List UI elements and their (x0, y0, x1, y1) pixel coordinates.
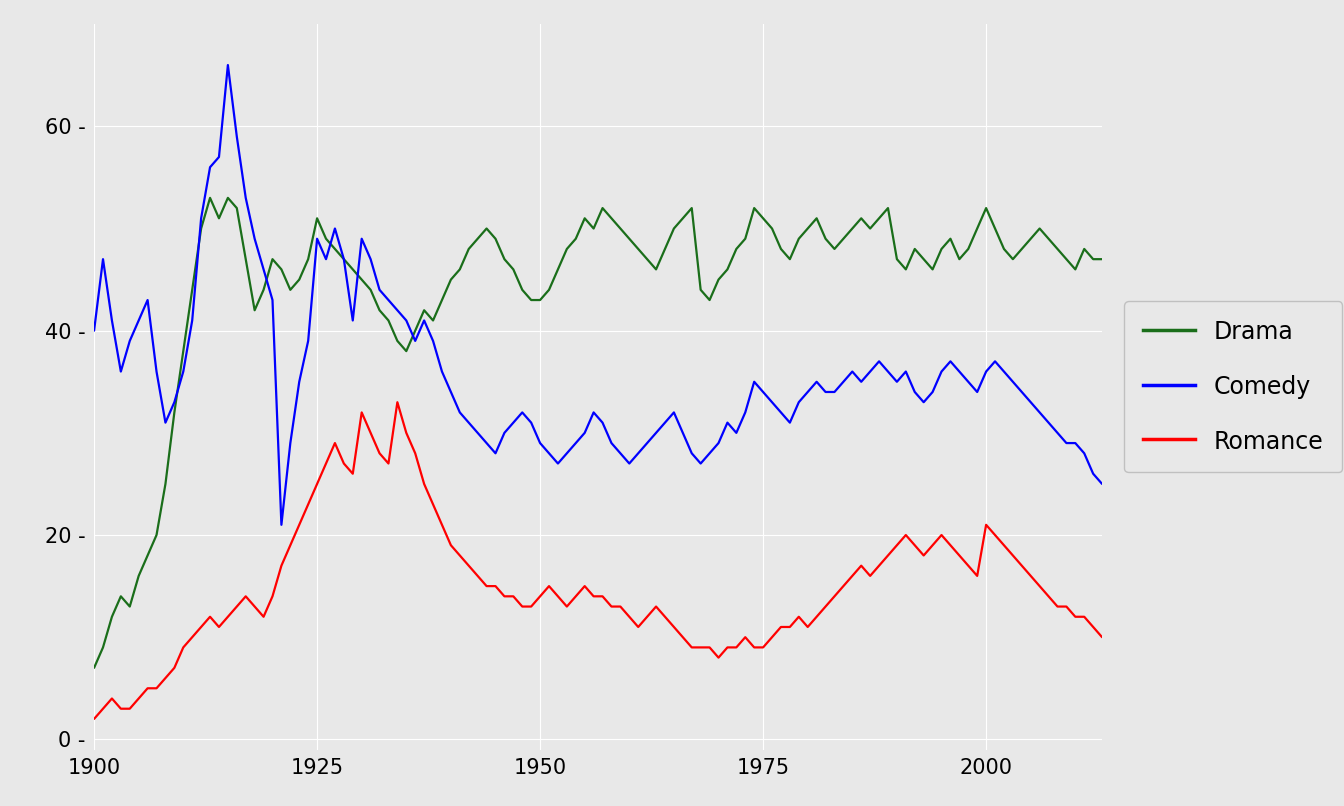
Romance (202, 612, 218, 621)
Drama (1094, 255, 1110, 264)
Comedy (1094, 479, 1110, 488)
Drama (862, 224, 878, 234)
Comedy (220, 60, 237, 70)
Romance (488, 581, 504, 591)
Comedy (496, 428, 512, 438)
Comedy (202, 162, 218, 172)
Line: Comedy: Comedy (94, 65, 1102, 525)
Drama (202, 193, 218, 202)
Romance (746, 642, 762, 652)
Line: Romance: Romance (94, 402, 1102, 719)
Romance (1094, 633, 1110, 642)
Drama (371, 305, 387, 315)
Comedy (380, 295, 396, 305)
Romance (363, 428, 379, 438)
Drama (380, 316, 396, 326)
Comedy (390, 305, 406, 315)
Comedy (86, 326, 102, 335)
Line: Drama: Drama (94, 197, 1102, 668)
Romance (862, 571, 878, 581)
Drama (746, 203, 762, 213)
Romance (371, 448, 387, 458)
Comedy (871, 356, 887, 366)
Comedy (755, 387, 771, 397)
Romance (390, 397, 406, 407)
Drama (488, 234, 504, 243)
Comedy (273, 520, 289, 530)
Drama (211, 214, 227, 223)
Legend: Drama, Comedy, Romance: Drama, Comedy, Romance (1124, 301, 1343, 472)
Drama (86, 663, 102, 673)
Romance (86, 714, 102, 724)
